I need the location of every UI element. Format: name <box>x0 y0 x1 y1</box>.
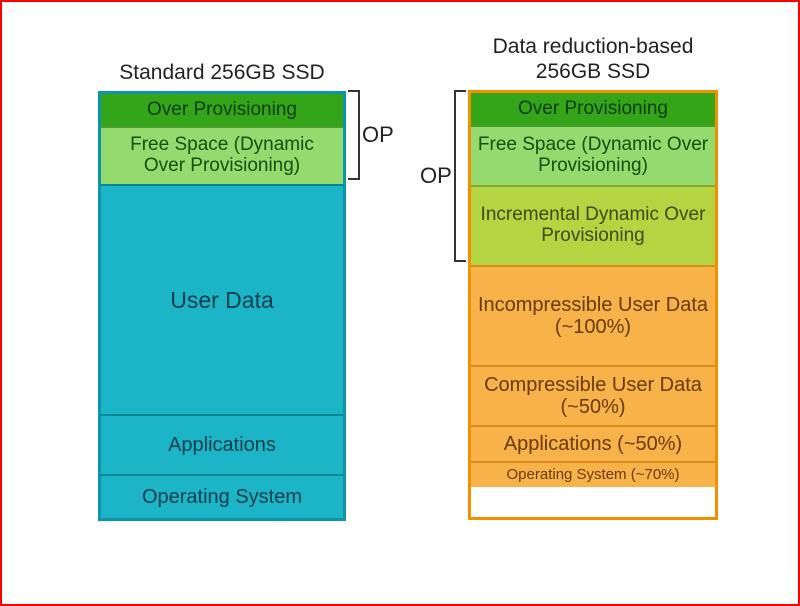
op-label-right: OP <box>418 163 454 189</box>
left-stack: Over ProvisioningFree Space (Dynamic Ove… <box>98 91 346 521</box>
right-bracket <box>454 90 466 262</box>
right-stack: Over ProvisioningFree Space (Dynamic Ove… <box>468 90 718 520</box>
block: Incremental Dynamic Over Provisioning <box>471 185 715 265</box>
left-title: Standard 256GB SSD <box>98 60 346 85</box>
block: Applications (~50%) <box>471 425 715 461</box>
block: Applications <box>101 414 343 474</box>
diagram-frame: Standard 256GB SSD Over ProvisioningFree… <box>0 0 800 606</box>
block: Free Space (Dynamic Over Provisioning) <box>471 125 715 185</box>
block: Compressible User Data (~50%) <box>471 365 715 425</box>
block: Over Provisioning <box>471 93 715 125</box>
block: Incompressible User Data (~100%) <box>471 265 715 365</box>
block: Operating System <box>101 474 343 518</box>
block: User Data <box>101 184 343 414</box>
left-bracket <box>348 90 360 180</box>
left-op-bracket: OP <box>348 90 396 180</box>
op-label-left: OP <box>360 122 396 148</box>
left-column: Standard 256GB SSD Over ProvisioningFree… <box>98 60 346 520</box>
block: Operating System (~70%) <box>471 461 715 487</box>
right-op-bracket: OP <box>418 90 466 262</box>
block: Free Space (Dynamic Over Provisioning) <box>101 126 343 184</box>
block: Over Provisioning <box>101 94 343 126</box>
right-title: Data reduction-based 256GB SSD <box>468 34 718 84</box>
right-column: Data reduction-based 256GB SSD Over Prov… <box>468 34 718 520</box>
